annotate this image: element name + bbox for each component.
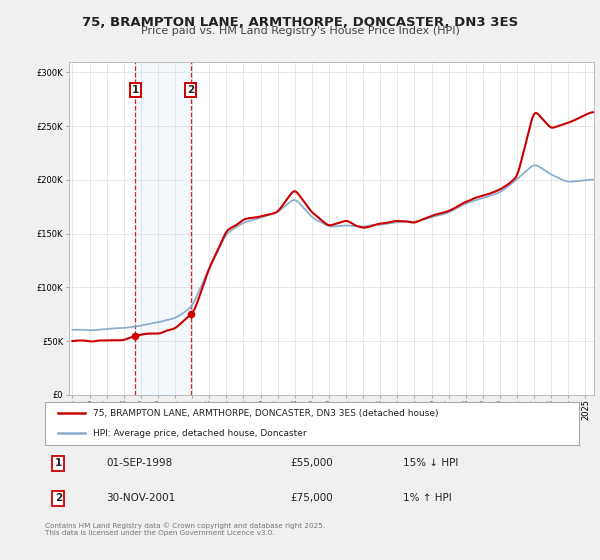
- Text: 1: 1: [131, 85, 139, 95]
- Text: £75,000: £75,000: [290, 493, 334, 503]
- Text: HPI: Average price, detached house, Doncaster: HPI: Average price, detached house, Donc…: [93, 429, 307, 438]
- Text: 15% ↓ HPI: 15% ↓ HPI: [403, 459, 458, 468]
- Text: 2: 2: [55, 493, 62, 503]
- Text: 75, BRAMPTON LANE, ARMTHORPE, DONCASTER, DN3 3ES (detached house): 75, BRAMPTON LANE, ARMTHORPE, DONCASTER,…: [93, 409, 439, 418]
- Text: 75, BRAMPTON LANE, ARMTHORPE, DONCASTER, DN3 3ES: 75, BRAMPTON LANE, ARMTHORPE, DONCASTER,…: [82, 16, 518, 29]
- Text: Contains HM Land Registry data © Crown copyright and database right 2025.
This d: Contains HM Land Registry data © Crown c…: [45, 522, 325, 535]
- Text: 30-NOV-2001: 30-NOV-2001: [106, 493, 176, 503]
- Bar: [135, 62, 191, 395]
- Text: £55,000: £55,000: [290, 459, 334, 468]
- Text: 1: 1: [55, 459, 62, 468]
- Text: 01-SEP-1998: 01-SEP-1998: [106, 459, 173, 468]
- Text: Price paid vs. HM Land Registry's House Price Index (HPI): Price paid vs. HM Land Registry's House …: [140, 26, 460, 36]
- Text: 2: 2: [187, 85, 194, 95]
- Text: 1% ↑ HPI: 1% ↑ HPI: [403, 493, 452, 503]
